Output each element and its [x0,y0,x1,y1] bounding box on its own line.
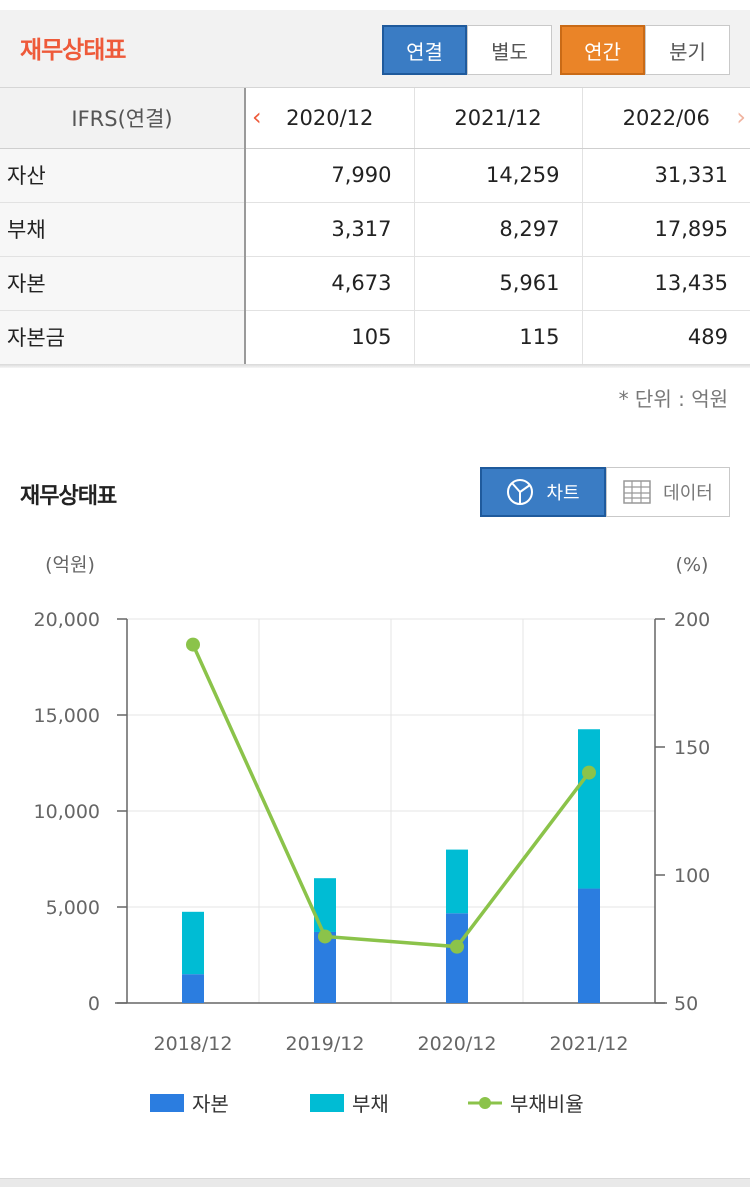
legend-label: 자본 [192,1092,229,1116]
pie-chart-icon [506,478,534,506]
period-header: 2021/12 [413,88,582,149]
cell-value: 5,961 [413,256,582,311]
cell-value: 115 [413,310,582,365]
legend-line-swatch [468,1096,502,1109]
chart-legend: 자본 부채 부채비율 [0,1088,750,1122]
cell-value: 8,297 [413,202,582,257]
chart-svg: 0 5,000 10,000 15,000 20,000 50 100 150 200 (억원) (… [34,554,711,1055]
cell-value: 489 [581,310,750,365]
chart-button-label: 차트 [546,483,580,504]
row-label: 자본금 [0,310,246,365]
y-left-tick-label: 0 [88,993,100,1015]
financial-header: 재무상태표 연결 별도 연간 분기 [0,10,750,88]
debt-ratio-point [582,765,596,780]
table-row: 부채 3,317 8,297 17,895 [0,202,750,257]
ifrs-label: IFRS(연결) [0,88,246,149]
row-label: 부채 [0,202,246,257]
debt-ratio-point [318,929,332,944]
cell-value: 31,331 [581,148,750,203]
y-left-tick-label: 5,000 [46,897,100,919]
cell-value: 3,317 [244,202,414,257]
bar-liability [578,729,600,889]
chevron-right-icon[interactable]: › [736,103,746,131]
period-label: 2020/12 [286,105,374,130]
debt-ratio-line [191,643,591,949]
tab-consolidated[interactable]: 연결 [382,25,467,75]
chart-view-button[interactable]: 차트 [480,467,606,517]
balance-sheet-chart: 0 5,000 10,000 15,000 20,000 50 100 150 200 (억원) (… [0,530,750,1090]
legend-item-debt-ratio: 부채비율 [468,1088,584,1117]
legend-item-equity: 자본 [150,1088,229,1117]
y-right-tick-label: 200 [674,609,710,631]
cell-value: 14,259 [413,148,582,203]
page-title: 재무상태표 [20,36,126,64]
cell-value: 13,435 [581,256,750,311]
row-label: 자산 [0,148,246,203]
y-left-tick-label: 15,000 [34,705,100,727]
period-label: 2021/12 [454,105,542,130]
y-right-tick-label: 100 [674,865,710,887]
chart-section-title: 재무상태표 [20,484,117,509]
bar-equity [182,974,204,1003]
debt-ratio-point [186,637,200,652]
tab-annual[interactable]: 연간 [560,25,645,75]
bar-equity [314,931,336,1003]
table-row: 자산 7,990 14,259 31,331 [0,148,750,203]
period-toggle: 연간 분기 [560,25,730,75]
tab-separate[interactable]: 별도 [467,25,552,75]
legend-swatch [150,1093,184,1112]
bar-liability [446,849,468,914]
legend-swatch [310,1093,344,1112]
consolidation-toggle: 연결 별도 [382,25,552,75]
cell-value: 4,673 [244,256,414,311]
debt-ratio-point [450,939,464,954]
table-header-row: IFRS(연결) ‹ 2020/12 2021/12 2022/06 › [0,88,750,149]
cell-value: 105 [244,310,414,365]
bar-equity [446,913,468,1003]
page-bottom-bar [0,1178,750,1187]
bar-liability [182,911,204,975]
view-toggle: 차트 데이터 [480,467,730,517]
chevron-left-icon[interactable]: ‹ [252,103,262,131]
x-tick-label: 2019/12 [286,1033,365,1055]
balance-sheet-table: IFRS(연결) ‹ 2020/12 2021/12 2022/06 › 자산 … [0,88,750,365]
table-row: 자본금 105 115 489 [0,310,750,365]
y-left-tick-label: 10,000 [34,801,100,823]
bar-liability [314,878,336,932]
legend-label: 부채비율 [510,1092,584,1116]
row-label: 자본 [0,256,246,311]
unit-note: * 단위 : 억원 [618,387,728,411]
table-grid-icon [623,480,651,504]
y-right-tick-label: 150 [674,737,710,759]
tab-quarterly[interactable]: 분기 [645,25,730,75]
table-divider [0,364,750,368]
y-left-tick-label: 20,000 [34,609,100,631]
data-view-button[interactable]: 데이터 [606,467,730,517]
bar-equity [578,888,600,1003]
cell-value: 17,895 [581,202,750,257]
y-right-axis-label: (%) [676,554,709,576]
cell-value: 7,990 [244,148,414,203]
x-tick-label: 2018/12 [154,1033,233,1055]
period-header: ‹ 2020/12 [244,88,414,149]
legend-label: 부채 [352,1092,389,1116]
y-left-axis-label: (억원) [45,554,95,576]
x-tick-label: 2020/12 [418,1033,497,1055]
period-label: 2022/06 [622,105,710,130]
table-row: 자본 4,673 5,961 13,435 [0,256,750,311]
x-tick-label: 2021/12 [550,1033,629,1055]
y-right-tick-label: 50 [674,993,698,1015]
data-button-label: 데이터 [663,483,713,504]
legend-item-liability: 부채 [310,1088,389,1117]
period-header: 2022/06 › [581,88,750,149]
